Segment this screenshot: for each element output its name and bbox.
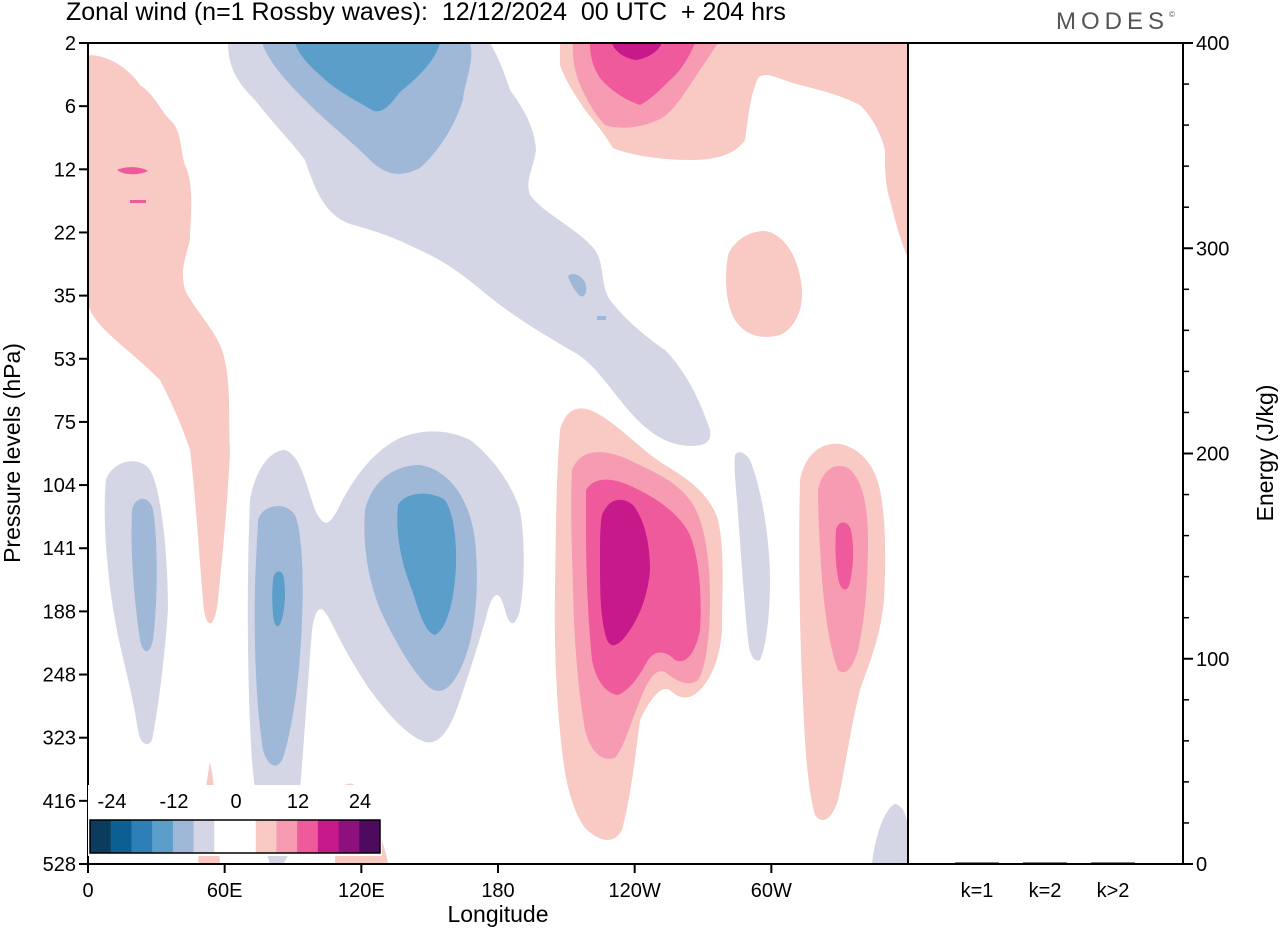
colorbar-label: -24 bbox=[98, 791, 127, 813]
y-tick-label: 2 bbox=[65, 33, 76, 55]
y-tick-label: 53 bbox=[54, 349, 76, 371]
contour-neg-mid-left-core bbox=[272, 571, 285, 627]
x-tick-label: 120E bbox=[338, 880, 385, 902]
colorbar-label: 0 bbox=[230, 791, 241, 813]
contour-field bbox=[88, 43, 908, 864]
contour-neg-narrow bbox=[734, 452, 770, 661]
colorbar-label: 12 bbox=[287, 791, 309, 813]
energy-bar bbox=[955, 862, 999, 864]
x-axis-title: Longitude bbox=[447, 901, 548, 927]
contour-neg-col1-inner bbox=[131, 498, 157, 652]
chart-title: Zonal wind (n=1 Rossby waves): 12/12/202… bbox=[66, 0, 786, 26]
contour-pos-blob bbox=[726, 231, 803, 337]
x-tick-label: 0 bbox=[82, 880, 93, 902]
colorbar-cell bbox=[297, 820, 319, 853]
y-tick-label: 12 bbox=[54, 159, 76, 181]
bar-category-label: k=1 bbox=[961, 880, 994, 902]
colorbar-frame bbox=[89, 819, 381, 854]
energy-bar bbox=[1091, 862, 1135, 864]
y-tick-label: 22 bbox=[54, 222, 76, 244]
y-tick-label: 141 bbox=[43, 538, 76, 560]
contour-neg-upper-mid bbox=[262, 43, 472, 174]
energy-tick-label: 100 bbox=[1196, 649, 1229, 671]
colorbar-label: -12 bbox=[160, 791, 189, 813]
colorbar-labels: -24 -12 0 12 24 bbox=[98, 791, 372, 813]
y-axis-ticks: 2 6 12 22 35 53 75 104 141 188 248 323 416 528 bbox=[43, 33, 88, 876]
contour-neg-mid-right-core bbox=[397, 493, 457, 635]
contour-pos-right-core bbox=[835, 522, 854, 590]
bar-category-label: k>2 bbox=[1097, 880, 1130, 902]
contour-pos-upper-inner bbox=[590, 43, 695, 105]
brand-logo: MODES© bbox=[1056, 8, 1175, 36]
contour-neg-upper-core bbox=[295, 43, 440, 112]
colorbar-cell bbox=[110, 820, 132, 853]
colorbar-label: 24 bbox=[349, 791, 371, 813]
energy-axis-ticks: 0 100 200 300 400 bbox=[1183, 33, 1229, 876]
colorbar-cell bbox=[193, 820, 215, 853]
y-tick-label: 75 bbox=[54, 412, 76, 434]
colorbar-cell bbox=[131, 820, 153, 853]
brand-text: MODES bbox=[1056, 8, 1170, 35]
contour-neg-upper-outer bbox=[228, 43, 711, 446]
colorbar-cell bbox=[317, 820, 339, 853]
y-tick-label: 188 bbox=[43, 601, 76, 623]
brand-mark: © bbox=[1169, 10, 1175, 19]
x-tick-label: 60E bbox=[207, 880, 243, 902]
y-tick-label: 323 bbox=[43, 728, 76, 750]
energy-axis-title: Energy (J/kg) bbox=[1252, 385, 1278, 522]
x-tick-label: 180 bbox=[481, 880, 514, 902]
y-axis-title: Pressure levels (hPa) bbox=[0, 343, 25, 563]
contour-pos-left-core bbox=[117, 167, 148, 175]
y-tick-label: 248 bbox=[43, 665, 76, 687]
colorbar-cell bbox=[235, 820, 257, 853]
contour-neg-speck-2 bbox=[597, 316, 606, 320]
energy-tick-label: 200 bbox=[1196, 444, 1229, 466]
colorbar-cells bbox=[90, 820, 381, 853]
contour-pos-low-core bbox=[600, 499, 650, 646]
y-tick-label: 416 bbox=[43, 791, 76, 813]
colorbar-cell bbox=[214, 820, 236, 853]
energy-bar bbox=[1023, 862, 1067, 864]
colorbar-cell bbox=[172, 820, 194, 853]
colorbar-cell bbox=[338, 820, 360, 853]
y-tick-label: 528 bbox=[43, 854, 76, 876]
contour-pos-left-speck bbox=[130, 200, 146, 203]
colorbar: -24 -12 0 12 24 bbox=[88, 785, 382, 856]
energy-tick-label: 400 bbox=[1196, 33, 1229, 55]
colorbar-cell bbox=[276, 820, 298, 853]
contour-neg-bottom-right bbox=[872, 804, 908, 864]
contour-pos-upper-core bbox=[612, 43, 662, 60]
y-tick-label: 6 bbox=[65, 96, 76, 118]
bar-category-label: k=2 bbox=[1029, 880, 1062, 902]
contour-neg-mid-left bbox=[254, 505, 303, 766]
y-tick-label: 104 bbox=[43, 475, 76, 497]
contour-neg-speck-1 bbox=[568, 274, 587, 297]
energy-tick-label: 300 bbox=[1196, 238, 1229, 260]
contour-pos-left-band bbox=[88, 55, 230, 624]
colorbar-cell bbox=[359, 820, 381, 853]
energy-bars: k=1 k=2 k>2 bbox=[955, 862, 1135, 902]
x-tick-label: 120W bbox=[609, 880, 661, 902]
x-axis-ticks: 0 60E 120E 180 120W 60W bbox=[82, 864, 792, 902]
y-tick-label: 35 bbox=[54, 286, 76, 308]
energy-tick-label: 0 bbox=[1196, 854, 1207, 876]
colorbar-cell bbox=[152, 820, 174, 853]
colorbar-cell bbox=[90, 820, 112, 853]
colorbar-cell bbox=[255, 820, 277, 853]
x-tick-label: 60W bbox=[751, 880, 792, 902]
